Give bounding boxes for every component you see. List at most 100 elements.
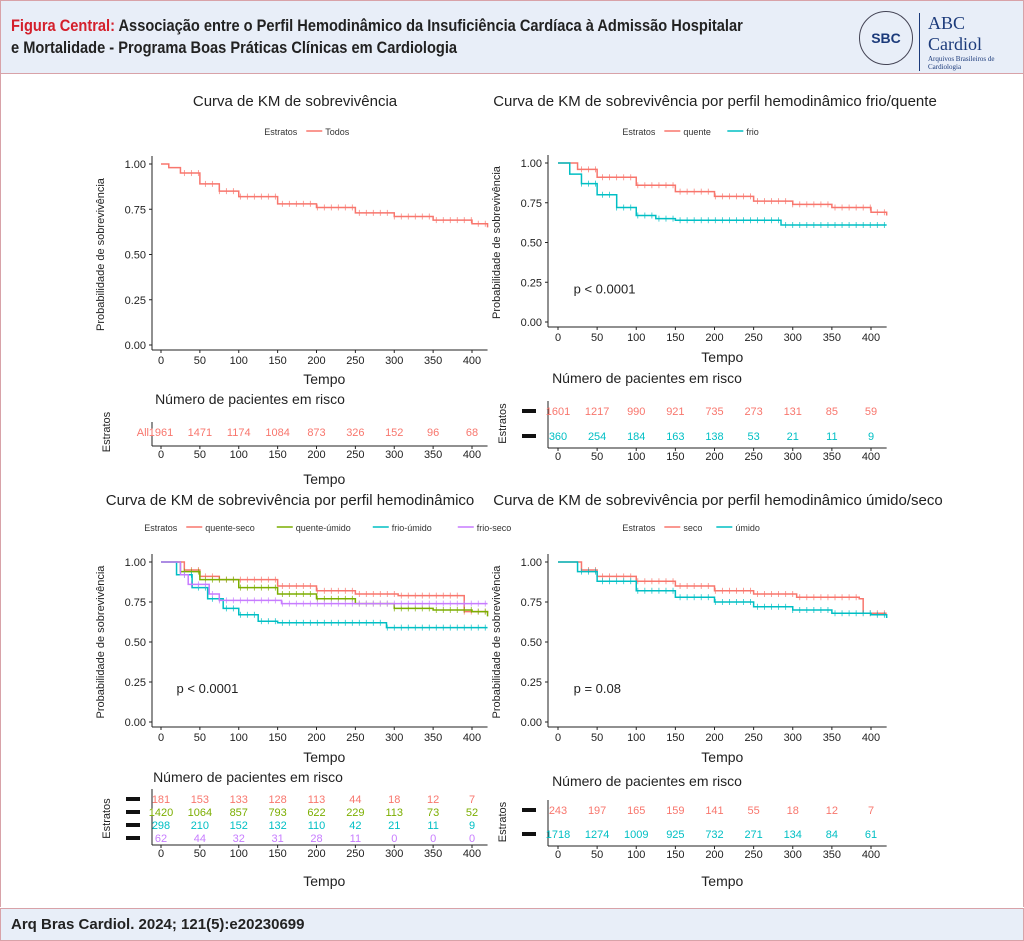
x-tick-label: 250 [744,332,762,344]
risk-x-tick-label: 100 [230,848,248,860]
figure-title: Figura Central: Associação entre o Perfi… [11,15,743,59]
risk-count: 132 [268,820,286,832]
y-axis-label: Probabilidade de sobrevivência [491,165,503,319]
risk-x-tick-label: 250 [346,449,364,461]
km-panel-4: Curva de KM de sobrevivência por perfil … [491,492,943,889]
risk-count: 52 [466,807,478,819]
risk-count: 163 [666,431,684,443]
risk-count: 11 [350,833,361,845]
x-tick-label: 300 [784,332,802,344]
risk-x-axis-label: Tempo [303,471,345,487]
risk-count: 134 [784,829,802,841]
risk-table-ylabel: Estratos [497,403,509,444]
risk-count: 84 [826,829,838,841]
y-tick-label: 0.75 [125,597,146,609]
legend-label-Todos: Todos [325,127,350,137]
risk-count: 133 [230,794,248,806]
risk-x-tick-label: 200 [705,451,723,463]
y-tick-label: 0.75 [125,204,146,216]
legend-title: Estratos [622,127,656,137]
x-tick-label: 350 [424,732,442,744]
risk-count: 21 [787,431,799,443]
risk-count: 1217 [585,406,609,418]
km-panel-1: Curva de KM de sobrevivência Estratos Todo… [95,93,489,487]
x-tick-label: 0 [158,355,164,367]
x-tick-label: 150 [666,332,684,344]
risk-table-title: Número de pacientes em risco [552,773,742,789]
risk-x-tick-label: 200 [705,849,723,861]
risk-count: 42 [349,820,361,832]
x-axis-label: Tempo [303,371,345,387]
risk-count: 857 [230,807,248,819]
x-tick-label: 250 [346,355,364,367]
risk-x-tick-label: 350 [823,451,841,463]
risk-count: 921 [666,406,684,418]
x-tick-label: 350 [823,332,841,344]
risk-x-tick-label: 400 [862,849,880,861]
risk-count: 229 [346,807,364,819]
risk-x-tick-label: 100 [230,449,248,461]
y-tick-label: 1.00 [125,159,146,171]
y-tick-label: 0.25 [125,295,146,307]
risk-x-tick-label: 400 [463,848,481,860]
risk-count: 210 [191,820,209,832]
km-curve-úmido [558,561,888,618]
risk-count: 55 [748,805,760,817]
x-tick-label: 200 [307,355,325,367]
x-tick-label: 0 [555,732,561,744]
x-axis-label: Tempo [303,749,345,765]
x-tick-label: 100 [627,732,645,744]
risk-x-axis-label: Tempo [303,873,345,889]
risk-count: 9 [868,431,874,443]
risk-x-tick-label: 350 [823,849,841,861]
x-tick-label: 400 [463,355,481,367]
y-tick-label: 0.50 [125,637,146,649]
risk-count: 113 [308,794,326,806]
risk-x-axis-label: Tempo [701,873,743,889]
risk-x-tick-label: 350 [424,449,442,461]
km-panel-2: Curva de KM de sobrevivência por perfil … [491,93,937,463]
km-curve-frio-úmido [161,561,488,629]
risk-count: 152 [385,427,403,439]
x-axis-label: Tempo [701,749,743,765]
p-value: p = 0.08 [574,681,621,696]
legend-label-úmido: úmido [735,523,760,533]
km-panel-3: Curva de KM de sobrevivência por perfil … [95,492,511,889]
risk-x-tick-label: 200 [307,449,325,461]
x-tick-label: 350 [823,732,841,744]
x-tick-label: 350 [424,355,442,367]
journal-name: ABC Cardiol [928,13,982,54]
risk-x-tick-label: 0 [158,848,164,860]
y-tick-label: 1.00 [521,158,542,170]
x-tick-label: 400 [862,332,880,344]
risk-count: 153 [191,794,209,806]
risk-count: 197 [588,805,606,817]
risk-count: 271 [744,829,762,841]
risk-x-tick-label: 150 [666,451,684,463]
strata-key-bar [522,434,536,438]
legend-label-quente: quente [683,127,711,137]
risk-x-tick-label: 0 [555,451,561,463]
km-curve-quente [558,162,888,216]
legend-title: Estratos [144,523,178,533]
risk-count: 9 [469,820,475,832]
legend-title: Estratos [622,523,656,533]
sbc-logo: SBC [859,11,913,65]
risk-x-tick-label: 300 [385,449,403,461]
risk-count: 62 [155,833,167,845]
y-tick-label: 0.00 [521,717,542,729]
y-tick-label: 1.00 [125,557,146,569]
km-curve-frio-seco [161,561,488,605]
risk-x-tick-label: 50 [591,849,603,861]
x-tick-label: 300 [385,355,403,367]
risk-count: 793 [268,807,286,819]
risk-count: 326 [346,427,364,439]
x-tick-label: 200 [705,332,723,344]
risk-count: 96 [427,427,439,439]
legend-label-quente-seco: quente-seco [205,523,255,533]
strata-key-bar [522,808,536,812]
journal-logo: ABC Cardiol Arquivos Brasileiros de Cardi… [919,13,1023,71]
risk-table-title: Número de pacientes em risco [155,391,345,407]
risk-count: 113 [385,807,403,819]
risk-count: 7 [868,805,874,817]
